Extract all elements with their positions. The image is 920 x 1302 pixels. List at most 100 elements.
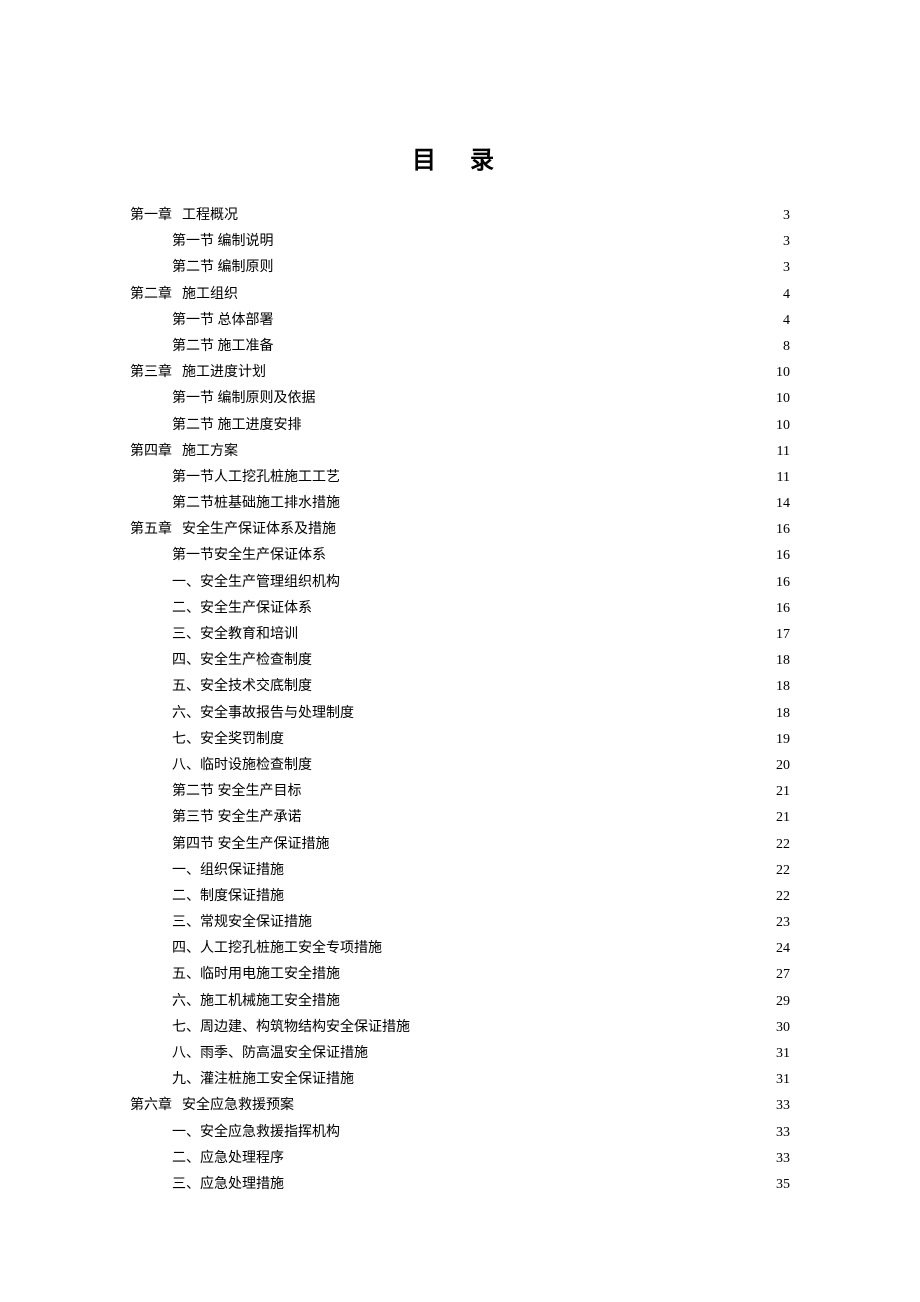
toc-chapter-prefix: 第二章 <box>130 282 182 307</box>
toc-page-number: 4 <box>783 282 790 307</box>
toc-page-number: 18 <box>776 648 790 673</box>
toc-entry: 第二章施工组织 4 <box>130 282 790 307</box>
toc-page-number: 16 <box>776 570 790 595</box>
toc-entry: 六、安全事故报告与处理制度18 <box>130 701 790 726</box>
toc-entry: 五、安全技术交底制度 18 <box>130 674 790 699</box>
toc-entry: 五、临时用电施工安全措施 27 <box>130 962 790 987</box>
toc-entry: 第一节 编制说明3 <box>130 229 790 254</box>
toc-entry: 三、安全教育和培训17 <box>130 622 790 647</box>
toc-entry-label: 第二节 施工进度安排 <box>172 413 302 438</box>
toc-entry-label: 第二节 编制原则 <box>172 255 274 280</box>
toc-page-number: 11 <box>777 439 790 464</box>
toc-entry-label: 二、制度保证措施 <box>172 884 284 909</box>
toc-page-number: 30 <box>776 1015 790 1040</box>
toc-entry-label: 二、应急处理程序 <box>172 1146 284 1171</box>
toc-entry: 第一章工程概况3 <box>130 203 790 228</box>
table-of-contents: 第一章工程概况3第一节 编制说明3第二节 编制原则3第二章施工组织4第一节 总体… <box>130 203 790 1197</box>
toc-page-number: 31 <box>776 1041 790 1066</box>
toc-entry-label: 八、临时设施检查制度 <box>172 753 312 778</box>
toc-entry-label: 施工组织 <box>182 282 238 307</box>
toc-page-number: 14 <box>776 491 790 516</box>
toc-page-number: 21 <box>776 779 790 804</box>
toc-page-number: 22 <box>776 884 790 909</box>
toc-entry: 四、安全生产检查制度 18 <box>130 648 790 673</box>
toc-page-number: 16 <box>776 543 790 568</box>
toc-page-number: 4 <box>783 308 790 333</box>
toc-page-number: 16 <box>776 517 790 542</box>
toc-chapter-prefix: 第五章 <box>130 517 182 542</box>
toc-page-number: 19 <box>776 727 790 752</box>
toc-entry: 八、雨季、防高温安全保证措施 31 <box>130 1041 790 1066</box>
toc-page-number: 31 <box>776 1067 790 1092</box>
toc-entry: 第三章施工进度计划10 <box>130 360 790 385</box>
toc-chapter-prefix: 第四章 <box>130 439 182 464</box>
toc-entry-label: 二、安全生产保证体系 <box>172 596 312 621</box>
toc-page-number: 29 <box>776 989 790 1014</box>
toc-entry-label: 一、安全生产管理组织机构 <box>172 570 340 595</box>
toc-entry: 第四节 安全生产保证措施 22 <box>130 832 790 857</box>
toc-entry: 一、安全应急救援指挥机构 33 <box>130 1120 790 1145</box>
toc-page-number: 22 <box>776 858 790 883</box>
toc-title: 目 录 <box>130 140 790 175</box>
toc-page-number: 24 <box>776 936 790 961</box>
toc-entry-label: 六、施工机械施工安全措施 <box>172 989 340 1014</box>
toc-entry-label: 第一节 编制说明 <box>172 229 274 254</box>
toc-entry-label: 一、组织保证措施 <box>172 858 284 883</box>
toc-page-number: 33 <box>776 1093 790 1118</box>
toc-entry-label: 七、周边建、构筑物结构安全保证措施 <box>172 1015 410 1040</box>
toc-entry: 第一节 总体部署4 <box>130 308 790 333</box>
toc-entry: 第一节 编制原则及依据 10 <box>130 386 790 411</box>
toc-page-number: 22 <box>776 832 790 857</box>
toc-page-number: 17 <box>776 622 790 647</box>
toc-entry: 九、灌注桩施工安全保证措施 31 <box>130 1067 790 1092</box>
toc-entry-label: 五、安全技术交底制度 <box>172 674 312 699</box>
toc-entry-label: 六、安全事故报告与处理制度 <box>172 701 354 726</box>
toc-entry: 第六章安全应急救援预案33 <box>130 1093 790 1118</box>
toc-entry: 二、制度保证措施 22 <box>130 884 790 909</box>
toc-entry-label: 第四节 安全生产保证措施 <box>172 832 330 857</box>
toc-entry: 七、周边建、构筑物结构安全保证措施 30 <box>130 1015 790 1040</box>
toc-page-number: 3 <box>783 203 790 228</box>
toc-page-number: 10 <box>776 413 790 438</box>
toc-entry: 第二节 编制原则 3 <box>130 255 790 280</box>
toc-entry-label: 八、雨季、防高温安全保证措施 <box>172 1041 368 1066</box>
toc-page-number: 11 <box>777 465 790 490</box>
toc-entry-label: 四、人工挖孔桩施工安全专项措施 <box>172 936 382 961</box>
toc-entry-label: 第三节 安全生产承诺 <box>172 805 302 830</box>
toc-page-number: 3 <box>783 255 790 280</box>
toc-entry-label: 安全生产保证体系及措施 <box>182 517 336 542</box>
toc-entry: 八、临时设施检查制度20 <box>130 753 790 778</box>
toc-entry-label: 五、临时用电施工安全措施 <box>172 962 340 987</box>
toc-entry: 第二节桩基础施工排水措施 14 <box>130 491 790 516</box>
toc-entry: 二、应急处理程序 33 <box>130 1146 790 1171</box>
toc-page-number: 33 <box>776 1120 790 1145</box>
toc-entry: 二、安全生产保证体系16 <box>130 596 790 621</box>
toc-entry: 一、组织保证措施 22 <box>130 858 790 883</box>
toc-entry-label: 四、安全生产检查制度 <box>172 648 312 673</box>
toc-page-number: 8 <box>783 334 790 359</box>
toc-entry-label: 安全应急救援预案 <box>182 1093 294 1118</box>
toc-entry-label: 施工进度计划 <box>182 360 266 385</box>
toc-entry-label: 一、安全应急救援指挥机构 <box>172 1120 340 1145</box>
toc-entry-label: 第二节 安全生产目标 <box>172 779 302 804</box>
toc-page-number: 10 <box>776 386 790 411</box>
toc-entry-label: 七、安全奖罚制度 <box>172 727 284 752</box>
toc-entry-label: 三、应急处理措施 <box>172 1172 284 1197</box>
toc-entry-label: 第二节桩基础施工排水措施 <box>172 491 340 516</box>
toc-page-number: 33 <box>776 1146 790 1171</box>
toc-entry: 第一节安全生产保证体系16 <box>130 543 790 568</box>
toc-entry: 七、安全奖罚制度 19 <box>130 727 790 752</box>
toc-page-number: 18 <box>776 674 790 699</box>
toc-page-number: 23 <box>776 910 790 935</box>
toc-entry: 第二节 施工准备8 <box>130 334 790 359</box>
toc-page-number: 27 <box>776 962 790 987</box>
toc-entry: 第一节人工挖孔桩施工工艺 11 <box>130 465 790 490</box>
toc-entry-label: 第一节人工挖孔桩施工工艺 <box>172 465 340 490</box>
toc-chapter-prefix: 第三章 <box>130 360 182 385</box>
toc-entry: 第三节 安全生产承诺21 <box>130 805 790 830</box>
toc-entry: 一、安全生产管理组织机构 16 <box>130 570 790 595</box>
toc-entry-label: 第一节 编制原则及依据 <box>172 386 316 411</box>
toc-entry: 四、人工挖孔桩施工安全专项措施 24 <box>130 936 790 961</box>
toc-entry-label: 三、常规安全保证措施 <box>172 910 312 935</box>
toc-entry-label: 九、灌注桩施工安全保证措施 <box>172 1067 354 1092</box>
